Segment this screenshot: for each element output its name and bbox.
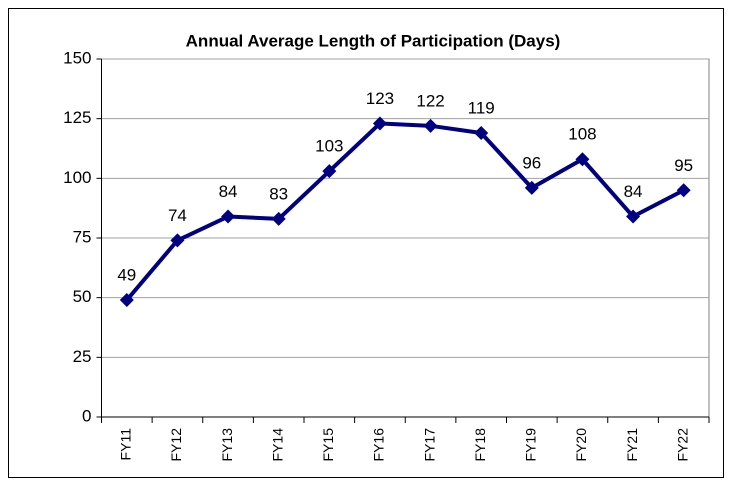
data-marker (322, 164, 337, 179)
data-label: 84 (624, 182, 643, 201)
y-tick-label: 75 (73, 227, 92, 246)
data-label: 123 (366, 89, 394, 108)
x-tick-label: FY11 (118, 428, 134, 461)
x-tick-label: FY13 (219, 428, 235, 462)
x-tick-label: FY18 (472, 428, 488, 462)
chart-title: Annual Average Length of Participation (… (186, 31, 561, 50)
y-tick-label: 50 (73, 287, 92, 306)
y-tick-label: 125 (63, 108, 91, 127)
data-label: 103 (315, 137, 343, 156)
data-label: 96 (522, 153, 541, 172)
data-marker (626, 209, 641, 224)
data-marker (676, 183, 691, 198)
data-line (125, 121, 685, 302)
x-tick-label: FY16 (371, 428, 387, 462)
x-tick-label: FY17 (421, 428, 437, 462)
data-marker (221, 209, 236, 224)
data-label: 49 (117, 266, 136, 285)
data-label: 74 (168, 206, 187, 225)
y-tick-label: 0 (82, 406, 91, 425)
data-marker (119, 293, 134, 308)
data-marker (423, 118, 438, 133)
y-tick-label: 100 (63, 168, 91, 187)
data-label: 119 (468, 98, 495, 117)
data-label: 122 (416, 91, 444, 110)
data-marker (524, 180, 539, 195)
data-marker (372, 116, 387, 131)
x-tick-label: FY22 (674, 428, 690, 462)
data-label: 108 (568, 125, 596, 144)
x-tick-label: FY14 (269, 428, 285, 462)
x-tick-label: FY21 (624, 428, 640, 462)
data-marker (271, 211, 286, 226)
y-tick-label: 25 (73, 347, 92, 366)
y-tick-label: 150 (63, 48, 91, 67)
data-label: 83 (269, 184, 288, 203)
data-marker (474, 125, 489, 140)
x-tick-label: FY19 (523, 428, 539, 462)
x-tick-label: FY20 (573, 428, 589, 462)
x-tick-label: FY12 (168, 428, 184, 462)
x-tick-label: FY15 (320, 428, 336, 462)
data-label: 95 (674, 156, 693, 175)
data-marker (575, 152, 590, 167)
data-marker (170, 233, 185, 248)
data-label: 84 (219, 182, 238, 201)
